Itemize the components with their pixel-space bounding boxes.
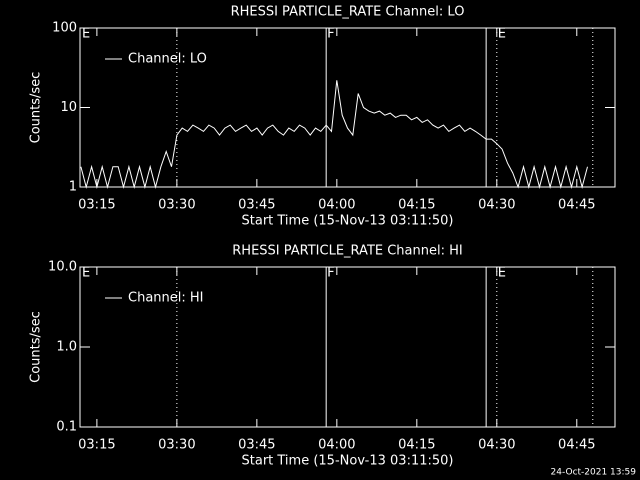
chart-title: RHESSI PARTICLE_RATE Channel: HI <box>232 244 462 259</box>
x-tick-label: 03:30 <box>158 438 195 453</box>
x-tick-label: 03:45 <box>238 438 275 453</box>
x-tick-label: 04:15 <box>398 438 435 453</box>
x-tick-label: 04:45 <box>558 198 595 213</box>
event-label: E <box>498 27 506 42</box>
x-axis-label: Start Time (15-Nov-13 03:11:50) <box>242 454 454 469</box>
y-tick-label: 10.0 <box>48 260 77 275</box>
x-tick-label: 04:30 <box>478 198 515 213</box>
event-label: E <box>82 27 90 42</box>
event-label: F <box>327 27 334 42</box>
y-tick-label: 10 <box>60 100 77 115</box>
y-tick-label: 100 <box>52 21 77 36</box>
x-tick-label: 04:45 <box>558 438 595 453</box>
y-tick-label: 0.1 <box>56 420 77 435</box>
x-tick-label: 03:15 <box>78 198 115 213</box>
y-tick-label: 1.0 <box>56 340 77 355</box>
x-tick-label: 04:30 <box>478 438 515 453</box>
chart-title: RHESSI PARTICLE_RATE Channel: LO <box>231 5 465 20</box>
event-label: E <box>498 266 506 281</box>
footer: 24-Oct-2021 13:59 <box>551 468 637 478</box>
x-tick-label: 04:15 <box>398 198 435 213</box>
x-tick-label: 04:00 <box>318 438 355 453</box>
legend-label: Channel: HI <box>128 291 204 306</box>
x-tick-label: 03:15 <box>78 438 115 453</box>
x-tick-label: 03:45 <box>238 198 275 213</box>
x-tick-label: 04:00 <box>318 198 355 213</box>
x-axis-label: Start Time (15-Nov-13 03:11:50) <box>242 214 454 229</box>
y-axis-label: Counts/sec <box>29 72 44 144</box>
event-label: F <box>327 266 334 281</box>
event-label: E <box>82 266 90 281</box>
x-tick-label: 03:30 <box>158 198 195 213</box>
y-axis-label: Counts/sec <box>29 311 44 383</box>
legend-label: Channel: LO <box>128 52 207 67</box>
y-tick-label: 1 <box>69 180 77 195</box>
data-line <box>80 80 588 189</box>
